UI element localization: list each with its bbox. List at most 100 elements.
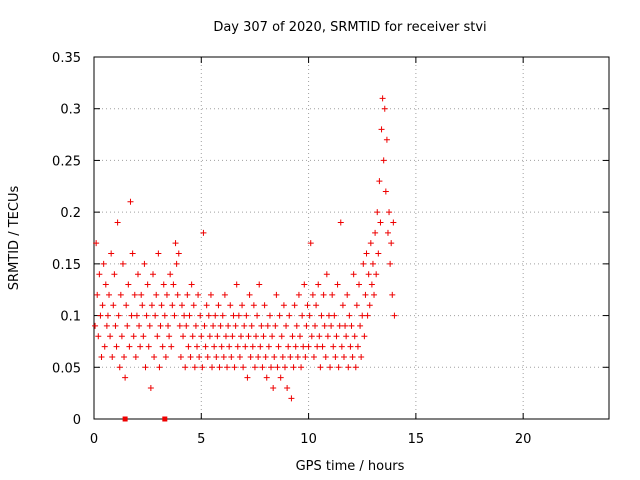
data-point	[281, 364, 288, 371]
data-point	[118, 333, 125, 340]
data-point	[145, 343, 152, 350]
data-point	[95, 333, 102, 340]
y-tick-label: 0	[73, 413, 81, 428]
data-point	[249, 343, 256, 350]
data-point	[131, 291, 138, 298]
data-point	[387, 260, 394, 267]
data-point	[202, 343, 209, 350]
data-point	[325, 312, 332, 319]
data-point	[378, 126, 385, 133]
data-point	[154, 333, 161, 340]
data-point	[103, 322, 110, 329]
data-point	[116, 364, 123, 371]
data-point	[194, 343, 200, 350]
outlier-point	[162, 416, 168, 422]
data-point	[268, 364, 275, 371]
data-point	[253, 333, 260, 340]
data-point	[347, 343, 354, 350]
data-point	[201, 322, 208, 329]
data-point	[157, 322, 164, 329]
data-point	[132, 353, 139, 360]
data-point	[373, 271, 380, 278]
data-point	[213, 353, 220, 360]
data-point	[142, 364, 149, 371]
data-point	[380, 157, 387, 164]
data-point	[138, 291, 145, 298]
data-point	[310, 353, 317, 360]
data-point	[257, 343, 264, 350]
data-point	[293, 322, 300, 329]
data-point	[174, 291, 181, 298]
data-point	[261, 302, 268, 309]
data-point	[294, 353, 301, 360]
x-tick-label: 10	[300, 432, 317, 447]
data-point	[324, 333, 331, 340]
data-point	[115, 312, 122, 319]
data-point	[143, 312, 150, 319]
data-point	[251, 364, 258, 371]
data-point	[243, 312, 250, 319]
data-point	[172, 240, 179, 247]
data-point	[314, 343, 321, 350]
data-point	[337, 219, 344, 226]
data-point	[156, 364, 163, 371]
data-point	[313, 302, 320, 309]
data-point	[92, 322, 99, 329]
data-point	[287, 353, 294, 360]
data-point	[349, 353, 356, 360]
data-point	[169, 302, 176, 309]
data-point	[183, 322, 190, 329]
data-point	[210, 322, 217, 329]
data-point	[365, 271, 372, 278]
data-point	[175, 250, 182, 257]
data-point	[199, 364, 206, 371]
data-point	[277, 374, 284, 381]
x-tick-label: 5	[197, 432, 205, 447]
data-point	[278, 333, 285, 340]
data-point	[333, 333, 340, 340]
data-point	[96, 271, 103, 278]
data-point	[379, 95, 386, 102]
grid	[94, 57, 609, 419]
data-point	[334, 281, 341, 288]
data-point	[317, 364, 324, 371]
data-point	[176, 322, 183, 329]
data-point	[133, 312, 140, 319]
data-point	[266, 312, 273, 319]
data-point	[107, 333, 114, 340]
data-point	[99, 302, 106, 309]
data-point	[117, 291, 124, 298]
data-point	[374, 209, 381, 216]
data-point	[303, 322, 310, 329]
data-point	[232, 322, 239, 329]
data-point	[182, 364, 189, 371]
data-point	[218, 343, 225, 350]
data-point	[335, 364, 342, 371]
y-tick-label: 0.3	[60, 103, 81, 118]
data-point	[285, 343, 292, 350]
data-point	[302, 353, 309, 360]
data-point	[384, 229, 391, 236]
data-point	[273, 291, 280, 298]
data-point	[217, 322, 224, 329]
data-point	[235, 312, 242, 319]
data-point	[245, 333, 252, 340]
data-point	[315, 281, 322, 288]
data-point	[205, 312, 212, 319]
data-point	[298, 364, 305, 371]
data-point	[192, 322, 199, 329]
data-point	[196, 353, 203, 360]
data-point	[166, 333, 173, 340]
data-point	[214, 333, 221, 340]
data-point	[185, 343, 192, 350]
x-tick-label: 0	[90, 432, 98, 447]
data-point	[258, 322, 265, 329]
data-point	[389, 291, 396, 298]
data-point	[260, 333, 267, 340]
data-point	[233, 281, 240, 288]
data-point	[136, 322, 143, 329]
data-point	[100, 260, 107, 267]
data-point	[93, 240, 100, 247]
data-point	[344, 291, 351, 298]
data-point	[106, 291, 113, 298]
